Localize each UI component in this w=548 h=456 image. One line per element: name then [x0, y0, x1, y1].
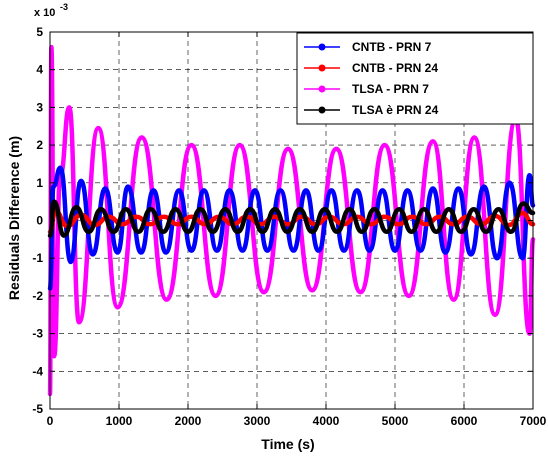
y-tick-label: 0 — [36, 214, 43, 228]
series-line — [47, 199, 536, 238]
series-line — [47, 44, 536, 397]
legend-marker — [318, 106, 326, 114]
legend-entry: CNTB - PRN 24 — [352, 61, 438, 75]
y-tick-label: -4 — [32, 364, 43, 378]
y-tick-label: -3 — [32, 327, 43, 341]
x-tick-label: 7000 — [520, 414, 547, 428]
legend-marker — [318, 43, 326, 51]
y-tick-label: 2 — [36, 138, 43, 152]
x-tick-label: 6000 — [451, 414, 478, 428]
series-layer — [47, 44, 536, 397]
axis-ticks: 0 1000 2000 3000 4000 5000 6000 7000 -5 -4 -3 -2 -1 0… — [32, 25, 546, 428]
series-line — [47, 208, 536, 235]
x-tick-label: 3000 — [244, 414, 271, 428]
legend: CNTB - PRN 7 CNTB - PRN 24 TLSA - PRN 7 TLS… — [296, 32, 534, 125]
x-tick-label: 2000 — [175, 414, 202, 428]
y-tick-label: -1 — [32, 251, 43, 265]
x-tick-label: 4000 — [313, 414, 340, 428]
legend-entry: CNTB - PRN 7 — [352, 40, 432, 54]
y-tick-label: 4 — [36, 63, 43, 77]
y-tick-label: 5 — [36, 25, 43, 39]
x-tick-label: 0 — [47, 414, 54, 428]
x-axis-label: Time (s) — [261, 436, 314, 452]
legend-box — [296, 32, 534, 125]
y-multiplier-base: x 10 — [34, 7, 55, 19]
x-tick-label: 1000 — [106, 414, 133, 428]
y-tick-label: 1 — [36, 176, 43, 190]
y-multiplier-exponent: -3 — [60, 2, 68, 12]
y-tick-label: -2 — [32, 289, 43, 303]
y-axis-label: Residuals Difference (m) — [6, 136, 22, 300]
x-tick-label: 5000 — [382, 414, 409, 428]
legend-marker — [318, 85, 326, 93]
y-tick-label: 3 — [36, 100, 43, 114]
legend-entry: TLSA - PRN 7 — [352, 82, 429, 96]
legend-entry: TLSA è PRN 24 — [352, 103, 439, 117]
legend-marker — [318, 64, 326, 72]
series-line — [47, 165, 536, 291]
y-tick-label: -5 — [32, 402, 43, 416]
